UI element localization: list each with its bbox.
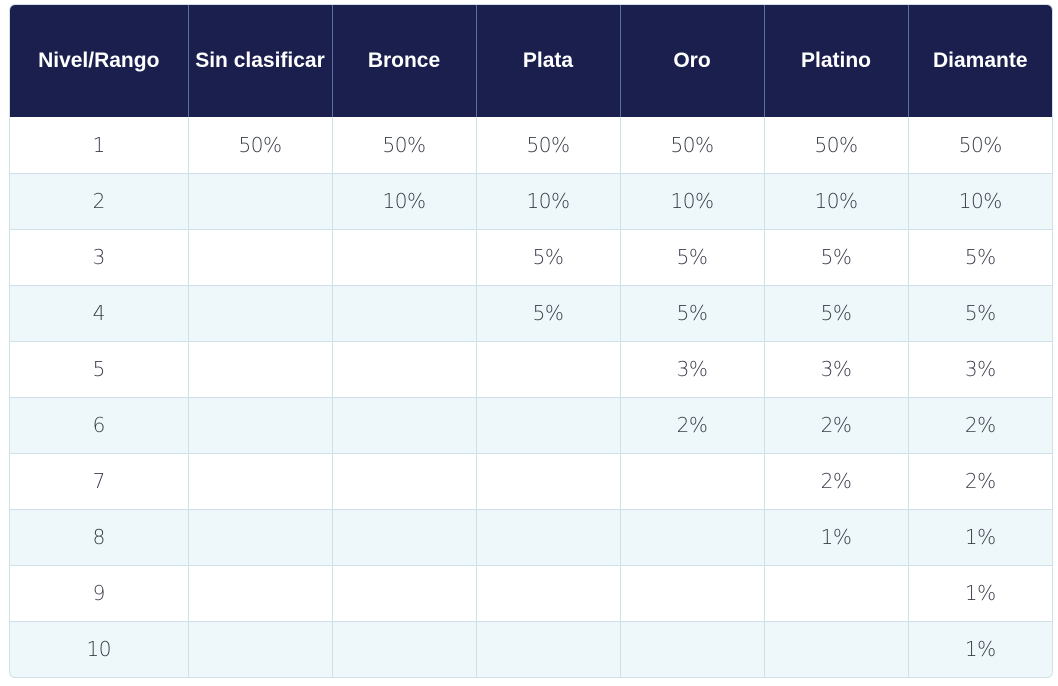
level-cell: 7	[10, 452, 188, 509]
rate-cell: 5%	[763, 228, 908, 285]
rate-cell	[331, 620, 476, 677]
rate-cell: 2%	[907, 452, 1052, 509]
header-row: Nivel/Rango Sin clasificar Bronce Plata …	[10, 5, 1052, 117]
rate-cell	[187, 564, 332, 621]
rate-cell: 50%	[331, 117, 476, 173]
rate-cell: 1%	[763, 508, 908, 565]
table-row: 5 3% 3% 3%	[10, 340, 1052, 397]
rate-cell: 2%	[619, 396, 764, 453]
rate-cell	[619, 620, 764, 677]
header-oro: Oro	[619, 5, 764, 117]
header-diamante: Diamante	[907, 5, 1052, 117]
rate-cell	[331, 340, 476, 397]
rate-cell: 5%	[907, 228, 1052, 285]
rate-cell	[763, 564, 908, 621]
table-row: 4 5% 5% 5% 5%	[10, 284, 1052, 341]
rate-cell: 5%	[907, 284, 1052, 341]
level-cell: 9	[10, 564, 188, 621]
table-row: 1 50% 50% 50% 50% 50% 50%	[10, 117, 1052, 173]
level-cell: 8	[10, 508, 188, 565]
rate-cell: 10%	[907, 172, 1052, 229]
rate-cell: 50%	[763, 117, 908, 173]
rate-cell	[331, 284, 476, 341]
rate-cell: 5%	[763, 284, 908, 341]
rate-cell: 50%	[187, 117, 332, 173]
rate-cell	[187, 620, 332, 677]
rate-cell	[331, 564, 476, 621]
rate-cell	[475, 620, 620, 677]
level-cell: 2	[10, 172, 188, 229]
commission-table-container: Nivel/Rango Sin clasificar Bronce Plata …	[9, 4, 1053, 678]
rate-cell	[475, 396, 620, 453]
level-cell: 10	[10, 620, 188, 677]
header-sin-clasificar: Sin clasificar	[187, 5, 332, 117]
rate-cell: 50%	[619, 117, 764, 173]
rate-cell: 2%	[907, 396, 1052, 453]
rate-cell: 50%	[475, 117, 620, 173]
rate-cell	[475, 508, 620, 565]
rate-cell	[475, 564, 620, 621]
rate-cell	[331, 396, 476, 453]
rate-cell: 3%	[907, 340, 1052, 397]
rate-cell	[187, 508, 332, 565]
rate-cell: 10%	[475, 172, 620, 229]
level-cell: 3	[10, 228, 188, 285]
rate-cell: 50%	[907, 117, 1052, 173]
level-cell: 5	[10, 340, 188, 397]
commission-table: Nivel/Rango Sin clasificar Bronce Plata …	[10, 5, 1052, 677]
rate-cell: 5%	[619, 228, 764, 285]
table-row: 9 1%	[10, 564, 1052, 621]
level-cell: 6	[10, 396, 188, 453]
rate-cell	[331, 228, 476, 285]
table-row: 10 1%	[10, 620, 1052, 677]
rate-cell	[475, 340, 620, 397]
rate-cell: 3%	[763, 340, 908, 397]
header-nivel-rango: Nivel/Rango	[10, 5, 188, 117]
rate-cell	[619, 508, 764, 565]
rate-cell: 10%	[763, 172, 908, 229]
rate-cell: 10%	[619, 172, 764, 229]
rate-cell: 2%	[763, 452, 908, 509]
rate-cell: 2%	[763, 396, 908, 453]
level-cell: 4	[10, 284, 188, 341]
rate-cell	[619, 564, 764, 621]
rate-cell	[187, 172, 332, 229]
rate-cell	[187, 452, 332, 509]
rate-cell: 5%	[619, 284, 764, 341]
table-row: 7 2% 2%	[10, 452, 1052, 509]
header-bronce: Bronce	[331, 5, 476, 117]
rate-cell: 1%	[907, 508, 1052, 565]
table-body: 1 50% 50% 50% 50% 50% 50% 2 10% 10% 10% …	[10, 117, 1052, 677]
rate-cell: 1%	[907, 564, 1052, 621]
rate-cell	[187, 340, 332, 397]
level-cell: 1	[10, 117, 188, 173]
table-row: 8 1% 1%	[10, 508, 1052, 565]
table-header: Nivel/Rango Sin clasificar Bronce Plata …	[10, 5, 1052, 117]
table-row: 2 10% 10% 10% 10% 10%	[10, 172, 1052, 229]
table-row: 6 2% 2% 2%	[10, 396, 1052, 453]
rate-cell	[331, 508, 476, 565]
rate-cell: 10%	[331, 172, 476, 229]
rate-cell	[331, 452, 476, 509]
table-row: 3 5% 5% 5% 5%	[10, 228, 1052, 285]
rate-cell: 5%	[475, 228, 620, 285]
rate-cell	[187, 228, 332, 285]
header-plata: Plata	[475, 5, 620, 117]
rate-cell	[619, 452, 764, 509]
rate-cell: 1%	[907, 620, 1052, 677]
header-platino: Platino	[763, 5, 908, 117]
rate-cell: 3%	[619, 340, 764, 397]
rate-cell	[187, 396, 332, 453]
rate-cell	[763, 620, 908, 677]
rate-cell	[187, 284, 332, 341]
rate-cell: 5%	[475, 284, 620, 341]
rate-cell	[475, 452, 620, 509]
